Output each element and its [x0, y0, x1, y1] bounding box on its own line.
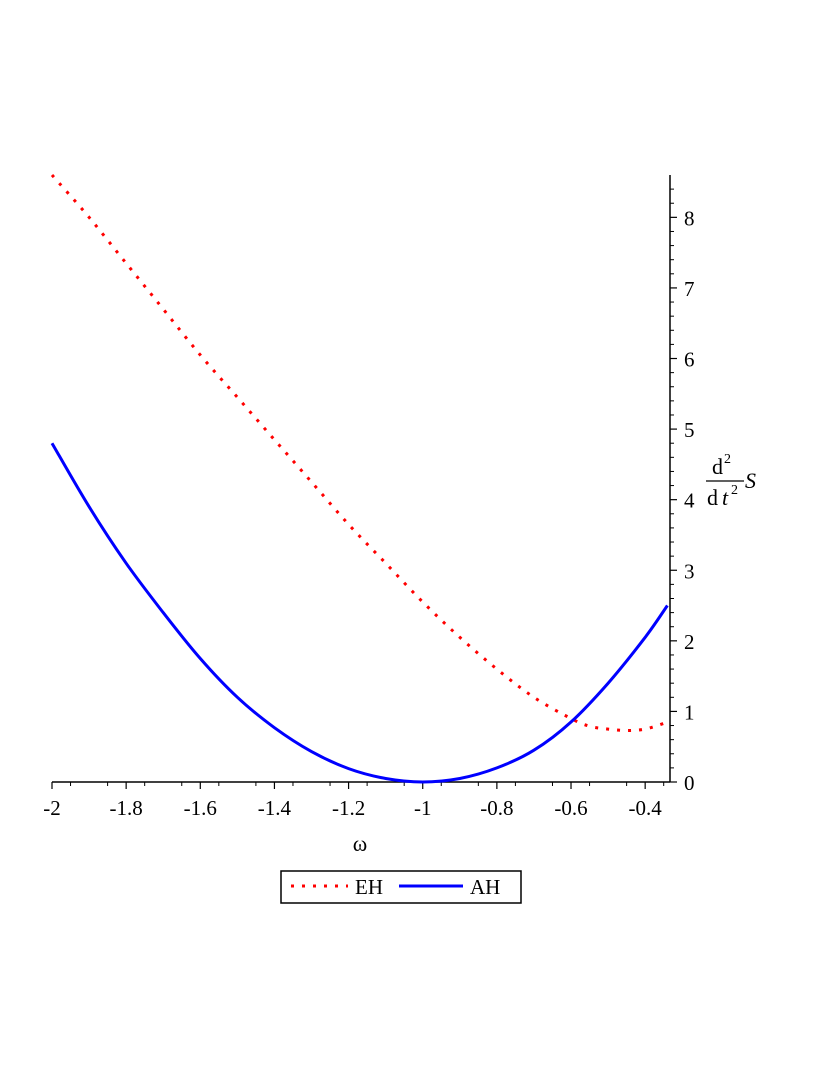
y-tick-label: 3	[684, 559, 695, 583]
y-label-denominator-d: d	[707, 485, 718, 510]
x-tick-label: -1	[414, 796, 432, 820]
y-label-numerator-sup: 2	[724, 452, 731, 467]
legend-eh-label: EH	[355, 875, 383, 899]
y-tick-label: 2	[684, 630, 695, 654]
x-tick-label: -0.8	[480, 796, 513, 820]
x-tick-label: -1.2	[332, 796, 365, 820]
y-tick-label: 5	[684, 418, 695, 442]
x-tick-label: -1.8	[110, 796, 143, 820]
y-label-function: S	[745, 468, 756, 493]
y-axis-label: d 2 d t 2 S	[706, 452, 756, 510]
y-tick-label: 6	[684, 348, 695, 372]
x-tick-label: -1.4	[258, 796, 292, 820]
legend-ah-label: AH	[470, 875, 500, 899]
y-tick-label: 1	[684, 700, 695, 724]
series-line-eh	[50, 174, 665, 733]
y-tick-label: 4	[684, 489, 695, 513]
y-label-denominator-var: t	[722, 485, 729, 510]
x-tick-label: -2	[43, 796, 61, 820]
y-label-denominator-sup: 2	[731, 483, 738, 498]
x-tick-label: -1.6	[184, 796, 217, 820]
legend: EH AH	[280, 870, 522, 904]
plot-area: -2 -1.8 -1.6 -1.4 -1.2 -1 -0.8 -0.6 -0.4 0 1 2 3 4 5 6 7…	[43, 174, 695, 820]
y-label-numerator: d	[712, 454, 723, 479]
x-tick-label: -0.4	[629, 796, 663, 820]
y-tick-label: 8	[684, 206, 695, 230]
x-tick-label: -0.6	[554, 796, 587, 820]
y-tick-label: 7	[684, 277, 695, 301]
y-tick-label: 0	[684, 771, 695, 795]
series-line-ah	[50, 442, 669, 784]
x-axis-label: ω	[353, 831, 367, 856]
